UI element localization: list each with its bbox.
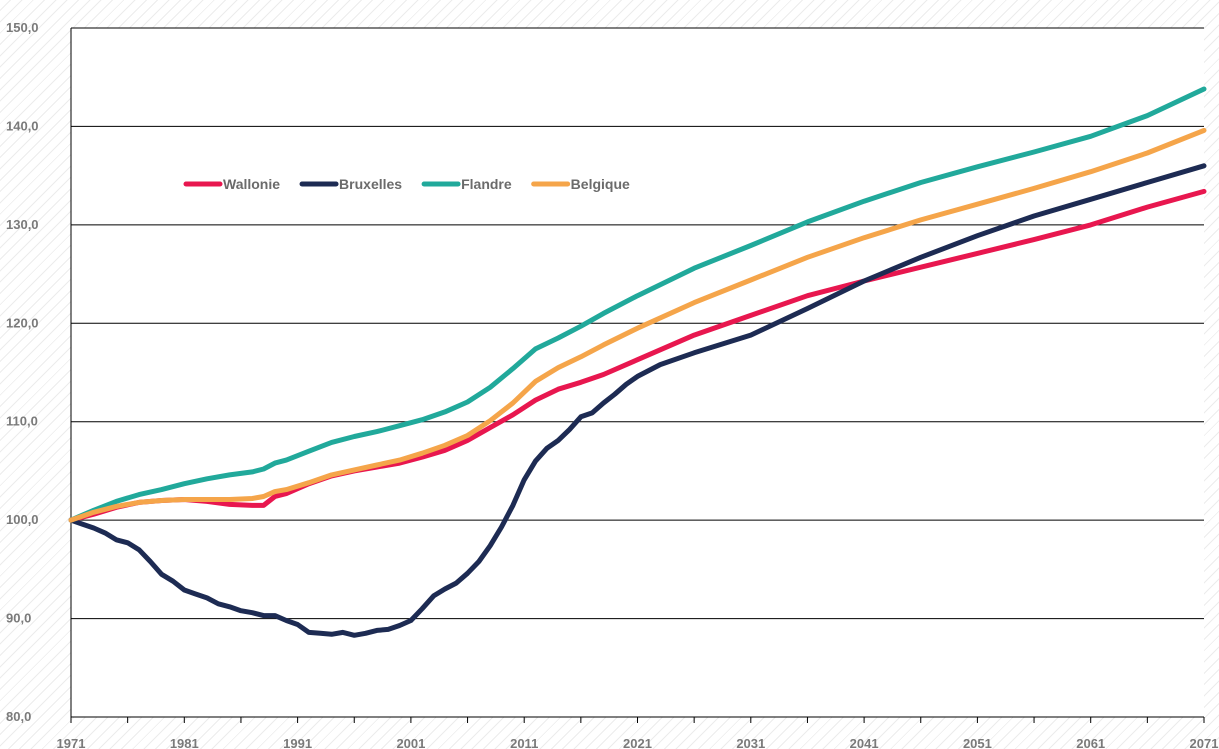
grid-lines: [71, 27, 1204, 718]
y-tick-label: 110,0: [6, 414, 38, 429]
y-tick-label: 130,0: [6, 217, 39, 232]
legend-label-belgique: Belgique: [571, 176, 630, 192]
series-lines: [68, 86, 1207, 638]
legend-label-bruxelles: Bruxelles: [339, 176, 402, 192]
x-tick-label: 2031: [736, 736, 765, 749]
y-tick-label: 140,0: [6, 118, 39, 133]
x-axis: 1971 1981 1991 2001 2011 2021 2031 2041 2051 2061…: [57, 28, 1219, 749]
y-tick-label: 150,0: [6, 20, 39, 35]
legend: Wallonie Bruxelles Flandre Belgique: [183, 176, 630, 192]
x-tick-label: 2001: [396, 736, 425, 749]
series-line-belgique: [68, 127, 1207, 523]
x-tick-label: 2061: [1076, 736, 1105, 749]
series-line-flandre: [68, 86, 1207, 523]
x-tick-label: 2071: [1190, 736, 1219, 749]
x-tick-label: 2011: [510, 736, 538, 749]
series-line-bruxelles: [68, 163, 1207, 638]
legend-label-flandre: Flandre: [461, 176, 512, 192]
y-tick-label: 80,0: [6, 709, 31, 724]
x-tick-label: 1991: [283, 736, 312, 749]
x-tick-label: 1971: [57, 736, 86, 749]
x-tick-label: 2041: [850, 736, 879, 749]
y-tick-label: 120,0: [6, 315, 39, 330]
plot-area: [71, 28, 1204, 717]
y-axis-tick-labels: 80,0 90,0 100,0 110,0 120,0 130,0 140,0 150,0: [6, 20, 39, 724]
y-tick-label: 100,0: [6, 512, 39, 527]
x-tick-label: 1981: [170, 736, 199, 749]
x-tick-label: 2051: [963, 736, 992, 749]
x-tick-label: 2021: [623, 736, 652, 749]
legend-label-wallonie: Wallonie: [223, 176, 280, 192]
y-tick-label: 90,0: [6, 611, 31, 626]
